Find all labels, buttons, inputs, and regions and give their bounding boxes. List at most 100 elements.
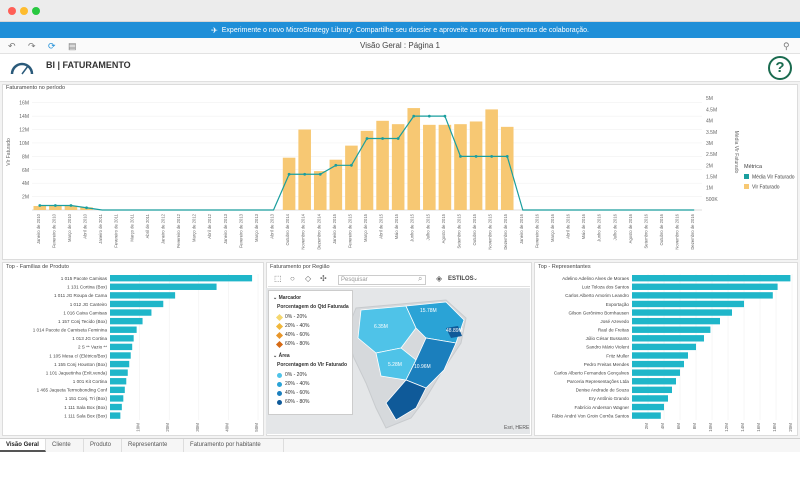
bar xyxy=(110,378,127,385)
bar-label: Fritz Muller xyxy=(606,353,629,358)
bar xyxy=(423,124,436,210)
bar xyxy=(110,317,143,325)
x-tick-label: 40M xyxy=(224,423,229,432)
bar xyxy=(632,395,668,402)
line-point xyxy=(396,137,400,140)
line-point xyxy=(53,204,57,207)
x-tick-label: Fevereiro de 2015 xyxy=(347,213,352,248)
styles-dropdown[interactable]: ESTILOS xyxy=(448,276,474,282)
line-point xyxy=(365,137,369,140)
bar xyxy=(485,109,498,210)
bar xyxy=(500,126,514,210)
x-tick-label: 4M xyxy=(660,423,665,430)
close-window-button[interactable] xyxy=(8,7,16,15)
x-tick-label: Fevereiro de 2012 xyxy=(176,213,181,248)
bar-label: 1 016 Caixa Camisas xyxy=(63,310,107,315)
tab-produto[interactable]: Produto xyxy=(84,439,122,452)
line-point xyxy=(334,163,338,167)
x-tick-label: Junho de 2015 xyxy=(410,213,415,241)
y-tick-label: 14M xyxy=(19,114,29,120)
legend-marker-item: 0% - 20% xyxy=(275,313,307,321)
line-point xyxy=(490,154,494,158)
x-tick-label: 18M xyxy=(772,423,777,432)
y2-axis-label: Média Vlr Faturado xyxy=(733,131,739,174)
promo-banner[interactable]: ✈ Experimente o novo MicroStrategy Libra… xyxy=(0,22,800,38)
chevron-down-icon[interactable]: ⌄ xyxy=(273,295,279,301)
bar-label: Parceria Representações Ltda xyxy=(567,379,629,384)
minimize-window-button[interactable] xyxy=(20,7,28,15)
select-rect-icon[interactable]: ⬚ xyxy=(274,274,282,283)
filter-icon[interactable]: ⚲ xyxy=(783,41,790,51)
tab-representante[interactable]: Representante xyxy=(122,439,184,452)
x-tick-label: 8M xyxy=(692,423,697,430)
maximize-window-button[interactable] xyxy=(32,7,40,15)
y2-tick-label: 5M xyxy=(706,96,713,102)
x-tick-label: Março de 2013 xyxy=(254,213,259,242)
bar xyxy=(632,283,778,290)
region-marker-shape[interactable] xyxy=(446,326,462,338)
line-point xyxy=(85,206,88,210)
bar-label: 1 015 Pacote Camisas xyxy=(61,276,108,281)
region-label: 15.78M xyxy=(420,308,437,314)
select-pin-icon[interactable]: ✣ xyxy=(320,274,327,283)
bar xyxy=(632,403,664,411)
legend-swatch xyxy=(744,174,749,179)
x-tick-label: Julho de 2016 xyxy=(612,213,617,240)
x-tick-label: 16M xyxy=(756,423,761,432)
product-family-chart[interactable]: 10M 20M 30M 40M 50M 1 015 Pacote Camisas 1 131… xyxy=(2,270,264,436)
undo-icon[interactable]: ↶ xyxy=(8,41,16,51)
circle-icon xyxy=(277,390,282,396)
map-toolbar: ⬚ ○ ◇ ✣ Pesquisar ⌕ ◈ ESTILOS ⌄ xyxy=(268,273,530,287)
bar-label: 1 011 JG Roupa de Cama xyxy=(54,293,107,298)
bar-label: Sandro Mário Violent xyxy=(586,345,630,350)
x-tick-label: Janeiro de 2013 xyxy=(223,213,228,244)
region-south[interactable] xyxy=(385,379,427,421)
map-search-input[interactable]: Pesquisar xyxy=(338,275,426,285)
top-chart-title: Faturamento no período xyxy=(6,85,66,91)
select-circle-icon[interactable]: ○ xyxy=(290,274,295,283)
x-tick-label: Dezembro de 2016 xyxy=(690,213,695,249)
x-tick-label: 10M xyxy=(136,423,141,432)
legend-area-item: 60% - 80% xyxy=(277,399,309,405)
x-tick-label: Março de 2011 xyxy=(129,213,134,241)
refresh-icon[interactable]: ⟳ xyxy=(48,41,56,51)
x-tick-label: Dezembro de 2015 xyxy=(503,213,508,249)
y-tick-label: 4M xyxy=(22,181,29,187)
x-tick-label: Outubro de 2016 xyxy=(659,213,664,245)
search-icon[interactable]: ⌕ xyxy=(418,274,423,283)
billing-chart[interactable]: 2M 4M 6M 8M 10M 12M 14M 16M 500K 1M 1.5M 2M 2.5M 3M 3.… xyxy=(2,92,798,258)
y2-tick-label: 4M xyxy=(706,119,713,125)
x-tick-label: 6M xyxy=(676,423,681,430)
tab-vis-o-geral[interactable]: Visão Geral xyxy=(0,439,46,452)
y-tick-label: 12M xyxy=(19,128,29,134)
gauge-icon xyxy=(10,62,34,75)
tab-cliente[interactable]: Cliente xyxy=(46,439,84,452)
select-lasso-icon[interactable]: ◇ xyxy=(305,274,312,283)
representatives-chart[interactable]: 2M 4M 6M 8M 10M 12M 14M 16M 18M 20M Adelino Adelin… xyxy=(534,270,798,436)
bar-label: José Azevedo xyxy=(600,319,629,324)
x-tick-label: Março de 2015 xyxy=(363,213,368,242)
chevron-down-icon[interactable]: ⌄ xyxy=(473,276,479,282)
tab-faturamento-por-habitante[interactable]: Faturamento por habitante xyxy=(184,439,284,452)
x-tick-label: Junho de 2016 xyxy=(597,213,602,241)
diamond-icon xyxy=(275,313,284,321)
dashboard-header: BI | FATURAMENTO ? xyxy=(0,54,800,82)
x-tick-label: Setembro de 2015 xyxy=(456,213,461,248)
map-legend: ⌄ Marcador Porcentagem do Qtd Faturada 0… xyxy=(268,290,353,415)
x-tick-label: 14M xyxy=(740,423,745,432)
y2-tick-label: 3M xyxy=(706,141,713,147)
bar-label: 1 131 Cortina (Box) xyxy=(67,285,107,290)
redo-icon[interactable]: ↷ xyxy=(28,41,36,51)
x-tick-label: 12M xyxy=(724,423,729,432)
x-tick-label: Janeiro de 2011 xyxy=(98,213,103,243)
region-label: 5.28M xyxy=(388,362,402,368)
chevron-down-icon[interactable]: ⌄ xyxy=(273,353,279,359)
help-button[interactable]: ? xyxy=(768,56,792,80)
layers-icon[interactable]: ◈ xyxy=(436,274,443,283)
page-icon[interactable]: ▤ xyxy=(68,41,77,51)
bar xyxy=(110,292,176,299)
x-tick-label: Novembro de 2014 xyxy=(301,213,306,249)
bar-label: Gilson Gerônimo Bornhausen xyxy=(568,310,629,315)
bar xyxy=(110,352,131,359)
bar xyxy=(438,124,452,210)
